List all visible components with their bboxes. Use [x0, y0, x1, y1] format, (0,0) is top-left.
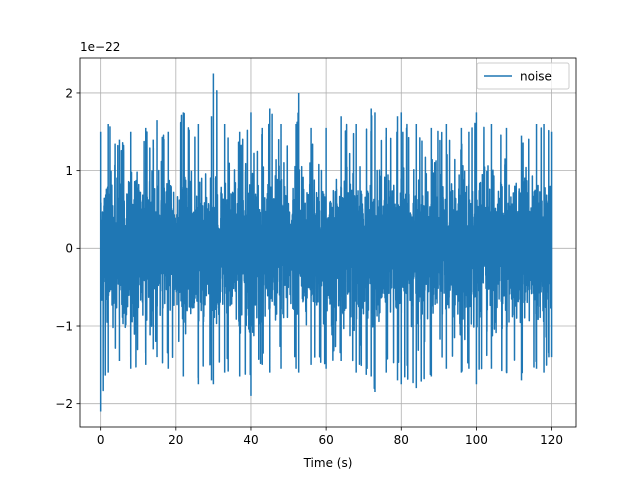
y-tick-label: −2	[55, 397, 73, 411]
x-tick-label: 60	[318, 433, 333, 447]
x-tick-label: 20	[168, 433, 183, 447]
data-layer	[99, 73, 553, 412]
axes-layer: 0 20 40 60 80 100 120 −2 −1 0 1 2	[55, 86, 563, 447]
y-tick-label: 1	[65, 164, 73, 178]
legend-box	[476, 62, 570, 90]
plot-frame	[79, 57, 577, 428]
x-axis-label: Time (s)	[303, 456, 353, 470]
y-offset-text: 1e−22	[80, 40, 120, 54]
legend-label-noise: noise	[520, 70, 552, 84]
y-tick-label: 2	[65, 86, 73, 100]
x-tick-label: 0	[97, 433, 105, 447]
series-line-noise	[99, 73, 553, 412]
x-tick-label: 40	[243, 433, 258, 447]
y-tick-label: 0	[65, 242, 73, 256]
x-tick-label: 100	[465, 433, 488, 447]
legend: noise	[476, 62, 570, 90]
x-tick-label: 80	[394, 433, 409, 447]
x-tick-label: 120	[540, 433, 563, 447]
y-tick-label: −1	[55, 319, 73, 333]
